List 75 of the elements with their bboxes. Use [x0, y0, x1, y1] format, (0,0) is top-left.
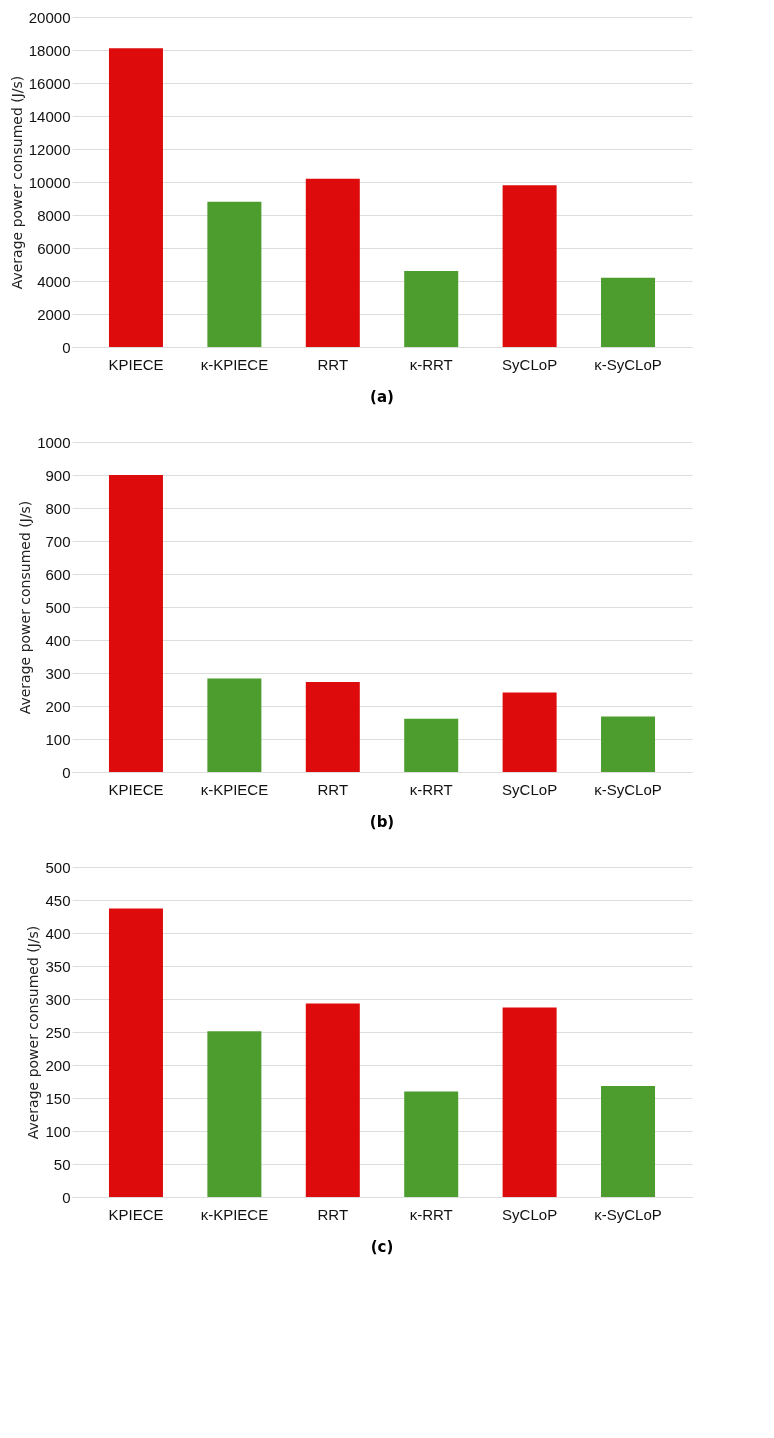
- bar: [502, 692, 557, 772]
- x-tick-label: κ-KPIECE: [200, 355, 269, 373]
- bar: [207, 201, 262, 347]
- y-tick-label: 100: [45, 1122, 71, 1140]
- x-tick-label: κ-SyCLoP: [594, 355, 662, 373]
- x-tick-label: κ-RRT: [409, 1205, 453, 1223]
- y-tick-label: 18000: [28, 41, 71, 59]
- y-tick-label: 14000: [28, 107, 71, 125]
- y-tick-label: 200: [45, 697, 71, 715]
- bar: [502, 185, 557, 347]
- bar: [601, 277, 656, 347]
- text: (c): [370, 1238, 394, 1256]
- y-tick-label: 500: [45, 858, 71, 876]
- y-tick-label: 0: [62, 763, 71, 781]
- y-tick-label: 12000: [28, 140, 71, 158]
- y-tick-label: 20000: [28, 8, 71, 26]
- bar: [601, 1086, 656, 1197]
- bar: [207, 678, 262, 772]
- bar: [108, 908, 163, 1197]
- y-axis-title: Average power consumed (J/s): [17, 500, 34, 715]
- x-tick-label: RRT: [317, 355, 349, 373]
- x-tick-label: κ-KPIECE: [200, 1205, 269, 1223]
- y-axis-title: Average power consumed (J/s): [8, 75, 25, 290]
- x-tick-label: κ-RRT: [409, 780, 453, 798]
- bar: [502, 1007, 557, 1197]
- x-tick-label: κ-RRT: [409, 355, 453, 373]
- x-tick-label: κ-KPIECE: [200, 780, 269, 798]
- y-tick-label: 300: [45, 990, 71, 1008]
- bar: [601, 716, 656, 772]
- x-tick-label: KPIECE: [108, 1205, 164, 1223]
- bar: [404, 271, 459, 347]
- x-tick-label: SyCLoP: [502, 1205, 558, 1223]
- y-tick-label: 600: [45, 565, 71, 583]
- y-tick-label: 350: [45, 957, 71, 975]
- y-tick-label: 4000: [37, 272, 71, 290]
- y-axis-title: Average power consumed (J/s): [25, 925, 42, 1140]
- y-tick-label: 450: [45, 891, 71, 909]
- y-tick-label: 0: [62, 1188, 71, 1206]
- x-tick-label: KPIECE: [108, 780, 164, 798]
- y-tick-label: 0: [62, 338, 71, 356]
- y-tick-label: 6000: [37, 239, 71, 257]
- bar: [305, 681, 360, 772]
- y-tick-label: 10000: [28, 173, 71, 191]
- y-tick-label: 100: [45, 730, 71, 748]
- bar: [404, 1091, 459, 1197]
- bar: [207, 1031, 262, 1197]
- text: (a): [370, 388, 394, 406]
- bar: [108, 475, 163, 772]
- y-tick-label: 2000: [37, 305, 71, 323]
- y-tick-label: 8000: [37, 206, 71, 224]
- x-tick-label: RRT: [317, 780, 349, 798]
- bar: [305, 178, 360, 347]
- text: (b): [369, 813, 395, 831]
- y-tick-label: 50: [53, 1155, 71, 1173]
- y-tick-label: 300: [45, 664, 71, 682]
- y-tick-label: 250: [45, 1023, 71, 1041]
- y-tick-label: 1000: [37, 433, 71, 451]
- x-tick-label: κ-SyCLoP: [594, 1205, 662, 1223]
- y-tick-label: 16000: [28, 74, 71, 92]
- y-tick-label: 500: [45, 598, 71, 616]
- x-tick-label: SyCLoP: [502, 780, 558, 798]
- y-tick-label: 400: [45, 631, 71, 649]
- x-tick-label: κ-SyCLoP: [594, 780, 662, 798]
- y-tick-label: 900: [45, 466, 71, 484]
- bar: [305, 1003, 360, 1197]
- bar: [404, 718, 459, 772]
- y-tick-label: 800: [45, 499, 71, 517]
- y-tick-label: 150: [45, 1089, 71, 1107]
- y-tick-label: 400: [45, 924, 71, 942]
- x-tick-label: RRT: [317, 1205, 349, 1223]
- x-tick-label: KPIECE: [108, 355, 164, 373]
- x-tick-label: SyCLoP: [502, 355, 558, 373]
- y-tick-label: 200: [45, 1056, 71, 1074]
- bar: [108, 48, 163, 347]
- y-tick-label: 700: [45, 532, 71, 550]
